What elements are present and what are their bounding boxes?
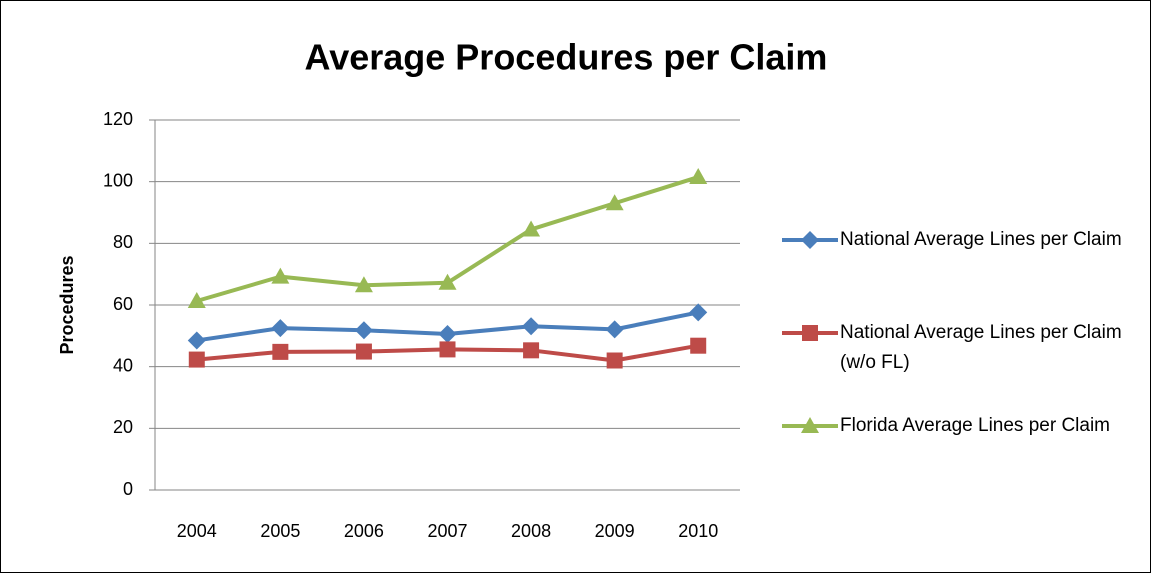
- data-point: [438, 324, 457, 343]
- data-point: [522, 317, 541, 336]
- y-tick-label: 40: [113, 355, 133, 375]
- legend-label: National Average Lines per Claim (w/o FL…: [840, 322, 1122, 373]
- x-tick-label: 2008: [511, 521, 551, 541]
- x-tick-label: 2009: [595, 521, 635, 541]
- data-point: [354, 321, 373, 340]
- y-tick-label: 20: [113, 417, 133, 437]
- data-point: [355, 343, 372, 360]
- y-tick-label: 0: [123, 479, 133, 499]
- x-tick-label: 2007: [427, 521, 467, 541]
- x-tick-label: 2004: [177, 521, 217, 541]
- chart-title: Average Procedures per Claim: [305, 37, 828, 78]
- legend-marker: [801, 231, 819, 249]
- data-point: [690, 337, 707, 354]
- legend-label: National Average Lines per Claim: [840, 229, 1122, 250]
- legend-marker: [802, 325, 818, 341]
- legend-marker: [801, 417, 819, 433]
- x-tick-label: 2006: [344, 521, 384, 541]
- data-point: [271, 267, 290, 284]
- data-point: [605, 320, 624, 339]
- data-point: [354, 276, 373, 293]
- data-point: [188, 351, 205, 368]
- data-point: [522, 220, 541, 237]
- data-point: [187, 291, 206, 308]
- data-point: [439, 341, 456, 358]
- data-point: [271, 319, 290, 338]
- data-point: [272, 343, 289, 360]
- y-tick-label: 60: [113, 294, 133, 314]
- data-point: [605, 194, 624, 211]
- data-point: [438, 273, 457, 290]
- data-point: [523, 342, 540, 359]
- x-tick-label: 2010: [678, 521, 718, 541]
- data-point: [606, 352, 623, 369]
- x-tick-label: 2005: [260, 521, 300, 541]
- legend-label: Florida Average Lines per Claim: [840, 415, 1111, 436]
- data-point: [689, 303, 708, 322]
- y-tick-label: 80: [113, 232, 133, 252]
- y-tick-label: 120: [103, 109, 133, 129]
- y-axis-label: Procedures: [57, 255, 77, 354]
- data-point: [689, 168, 708, 185]
- data-point: [187, 331, 206, 350]
- y-tick-label: 100: [103, 170, 133, 190]
